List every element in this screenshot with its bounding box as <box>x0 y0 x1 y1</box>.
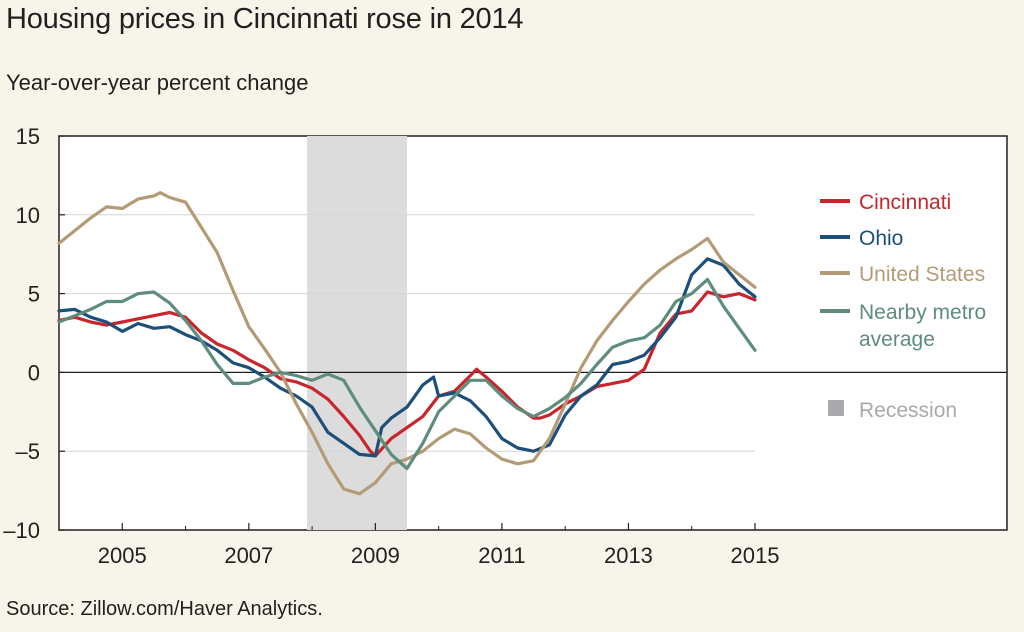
y-tick-label: –5 <box>16 439 40 464</box>
series-line-ohio <box>57 257 757 458</box>
y-tick-label: 15 <box>16 124 40 149</box>
recession-layer <box>307 136 407 530</box>
legend-label-recession: Recession <box>859 399 957 422</box>
chart-source: Source: Zillow.com/Haver Analytics. <box>6 598 323 620</box>
legend-label: average <box>859 328 935 351</box>
y-tick-label: 10 <box>16 203 40 228</box>
x-tick-label: 2005 <box>98 543 147 568</box>
legend-label: Nearby metro <box>859 301 986 324</box>
x-tick-label: 2013 <box>604 543 653 568</box>
y-tick-label: 0 <box>28 360 40 385</box>
axis-layer: 15 10 5 0 –5 –10 2005 2007 2009 2011 2013 2015 <box>3 124 779 568</box>
chart-title: Housing prices in Cincinnati rose in 201… <box>6 3 524 35</box>
legend-label: Cincinnati <box>859 191 951 214</box>
series-layer <box>57 191 757 496</box>
legend-swatch-recession <box>828 400 844 416</box>
grid-layer <box>59 214 1007 452</box>
legend: Cincinnati Ohio United States Nearby metro a… <box>820 191 986 422</box>
y-tick-label: 5 <box>28 282 40 307</box>
x-tick-label: 2015 <box>731 543 780 568</box>
legend-label: United States <box>859 263 985 286</box>
x-tick-label: 2011 <box>478 543 525 568</box>
x-tick-label: 2007 <box>224 543 273 568</box>
chart-subtitle: Year-over-year percent change <box>6 70 309 95</box>
legend-label: Ohio <box>859 227 903 250</box>
recession-band-0 <box>307 136 407 530</box>
series-line-nearby-metro-average <box>57 277 757 471</box>
y-tick-label: –10 <box>3 518 40 543</box>
x-tick-label: 2009 <box>351 543 400 568</box>
